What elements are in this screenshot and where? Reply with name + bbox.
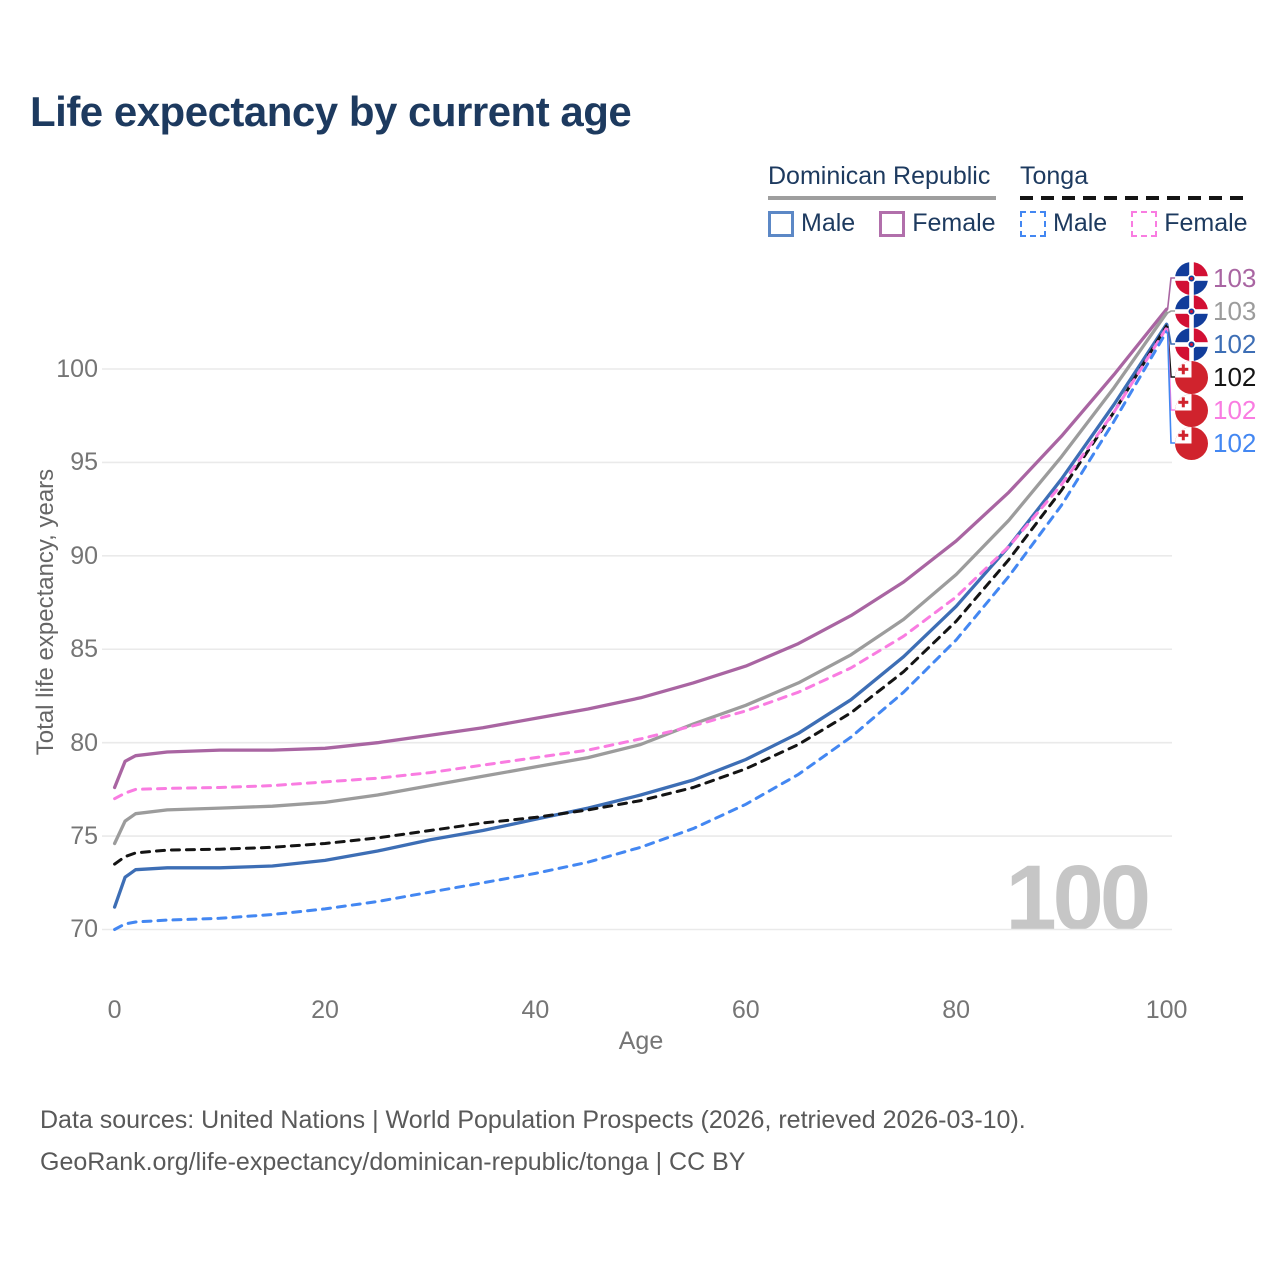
- data-sources-text: Data sources: United Nations | World Pop…: [40, 1106, 1026, 1134]
- series-end-value: 103: [1213, 263, 1257, 293]
- legend-item-dr-female[interactable]: Female: [879, 209, 996, 238]
- y-tick-label: 85: [70, 635, 98, 664]
- legend-swatch-tonga-female-icon[interactable]: [1131, 210, 1158, 237]
- legend-swatch-dr-female-icon[interactable]: [879, 210, 906, 237]
- legend-underline-dashed: [1020, 196, 1248, 200]
- legend-underline-solid: [768, 196, 996, 200]
- legend-country-label[interactable]: Tonga: [1020, 162, 1089, 190]
- end-label-connector: [1166, 331, 1176, 444]
- age-watermark: 100: [1005, 847, 1152, 949]
- legend-item-label: Female: [912, 209, 996, 237]
- y-tick-label: 100: [56, 355, 98, 383]
- end-label-connector: [1167, 310, 1176, 314]
- end-label-connector: [1166, 277, 1176, 310]
- legend-item-label: Female: [1164, 209, 1248, 237]
- x-tick-label: 60: [731, 996, 760, 1024]
- series-line: [112, 322, 1169, 909]
- series-line: [112, 307, 1169, 790]
- series-line: [113, 326, 1169, 801]
- x-axis-title: Age: [618, 1027, 664, 1055]
- legend-item-label: Male: [801, 209, 856, 237]
- legend-item-label: Male: [1053, 209, 1108, 237]
- series-line: [113, 330, 1169, 931]
- x-tick-label: 40: [521, 996, 550, 1024]
- series-line: [113, 324, 1169, 866]
- dominican-republic-flag-icon: [1175, 327, 1208, 361]
- x-tick-label: 100: [1145, 996, 1188, 1024]
- series-end-value: 103: [1213, 296, 1257, 326]
- tonga-flag-icon: [1175, 426, 1208, 460]
- series-end-value: 102: [1213, 329, 1257, 359]
- legend-country-label[interactable]: Dominican Republic: [768, 162, 991, 190]
- y-tick-label: 95: [70, 448, 98, 477]
- x-tick-label: 20: [311, 996, 339, 1024]
- y-tick-label: 70: [70, 915, 98, 944]
- legend-group-tonga: Tonga Male Female: [1020, 162, 1248, 238]
- tonga-flag-icon: [1175, 360, 1208, 394]
- legend-group-dominican-republic: Dominican Republic Male Female: [768, 162, 996, 238]
- page-title: Life expectancy by current age: [30, 88, 632, 135]
- legend-item-tonga-male[interactable]: Male: [1020, 209, 1107, 238]
- series-end-value: 102: [1213, 428, 1257, 458]
- dominican-republic-flag-icon: [1175, 261, 1208, 295]
- series-line: [112, 311, 1169, 846]
- y-tick-label: 80: [70, 728, 98, 757]
- legend-swatch-dr-male-icon[interactable]: [768, 210, 794, 237]
- dominican-republic-flag-icon: [1175, 294, 1208, 328]
- x-tick-label: 80: [942, 996, 971, 1024]
- tonga-flag-icon: [1175, 393, 1208, 427]
- series-end-value: 102: [1213, 362, 1257, 392]
- legend-swatch-tonga-male-icon[interactable]: [1020, 210, 1046, 237]
- legend-item-dr-male[interactable]: Male: [768, 209, 855, 238]
- legend-item-tonga-female[interactable]: Female: [1131, 209, 1248, 238]
- end-label-connector: [1166, 324, 1176, 345]
- y-tick-label: 90: [70, 541, 98, 570]
- attribution-text: GeoRank.org/life-expectancy/dominican-re…: [40, 1148, 746, 1176]
- y-tick-label: 75: [70, 822, 98, 851]
- x-tick-label: 0: [107, 996, 122, 1024]
- series-end-value: 102: [1213, 395, 1257, 425]
